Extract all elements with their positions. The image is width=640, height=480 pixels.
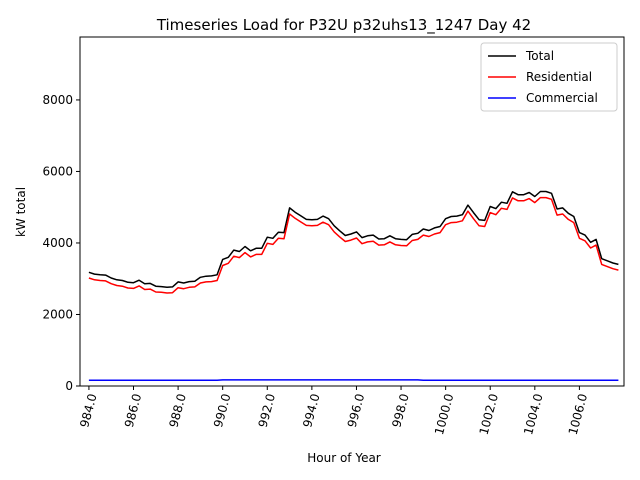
legend-box [480,42,618,112]
y-axis-label: kW total [14,187,28,237]
y-tick-label: 8000 [42,93,73,107]
y-tick-label: 6000 [42,164,73,178]
legend-label-commercial: Commercial [526,91,598,105]
series-line-residential [88,196,619,294]
y-axis-ticks: 0 2000 4000 6000 8000 [42,93,80,393]
legend: Total Residential Commercial [480,42,618,112]
axes-frame [79,36,625,387]
x-axis-label: Hour of Year [307,451,381,465]
legend-label-total: Total [525,49,554,63]
chart-title: Timeseries Load for P32U p32uhs13_1247 D… [156,16,531,35]
y-tick-label: 4000 [42,236,73,250]
series-line-total [88,190,619,289]
legend-label-residential: Residential [526,70,592,84]
plot-area [79,36,625,387]
y-tick-label: 0 [65,379,73,393]
y-tick-label: 2000 [42,307,73,321]
